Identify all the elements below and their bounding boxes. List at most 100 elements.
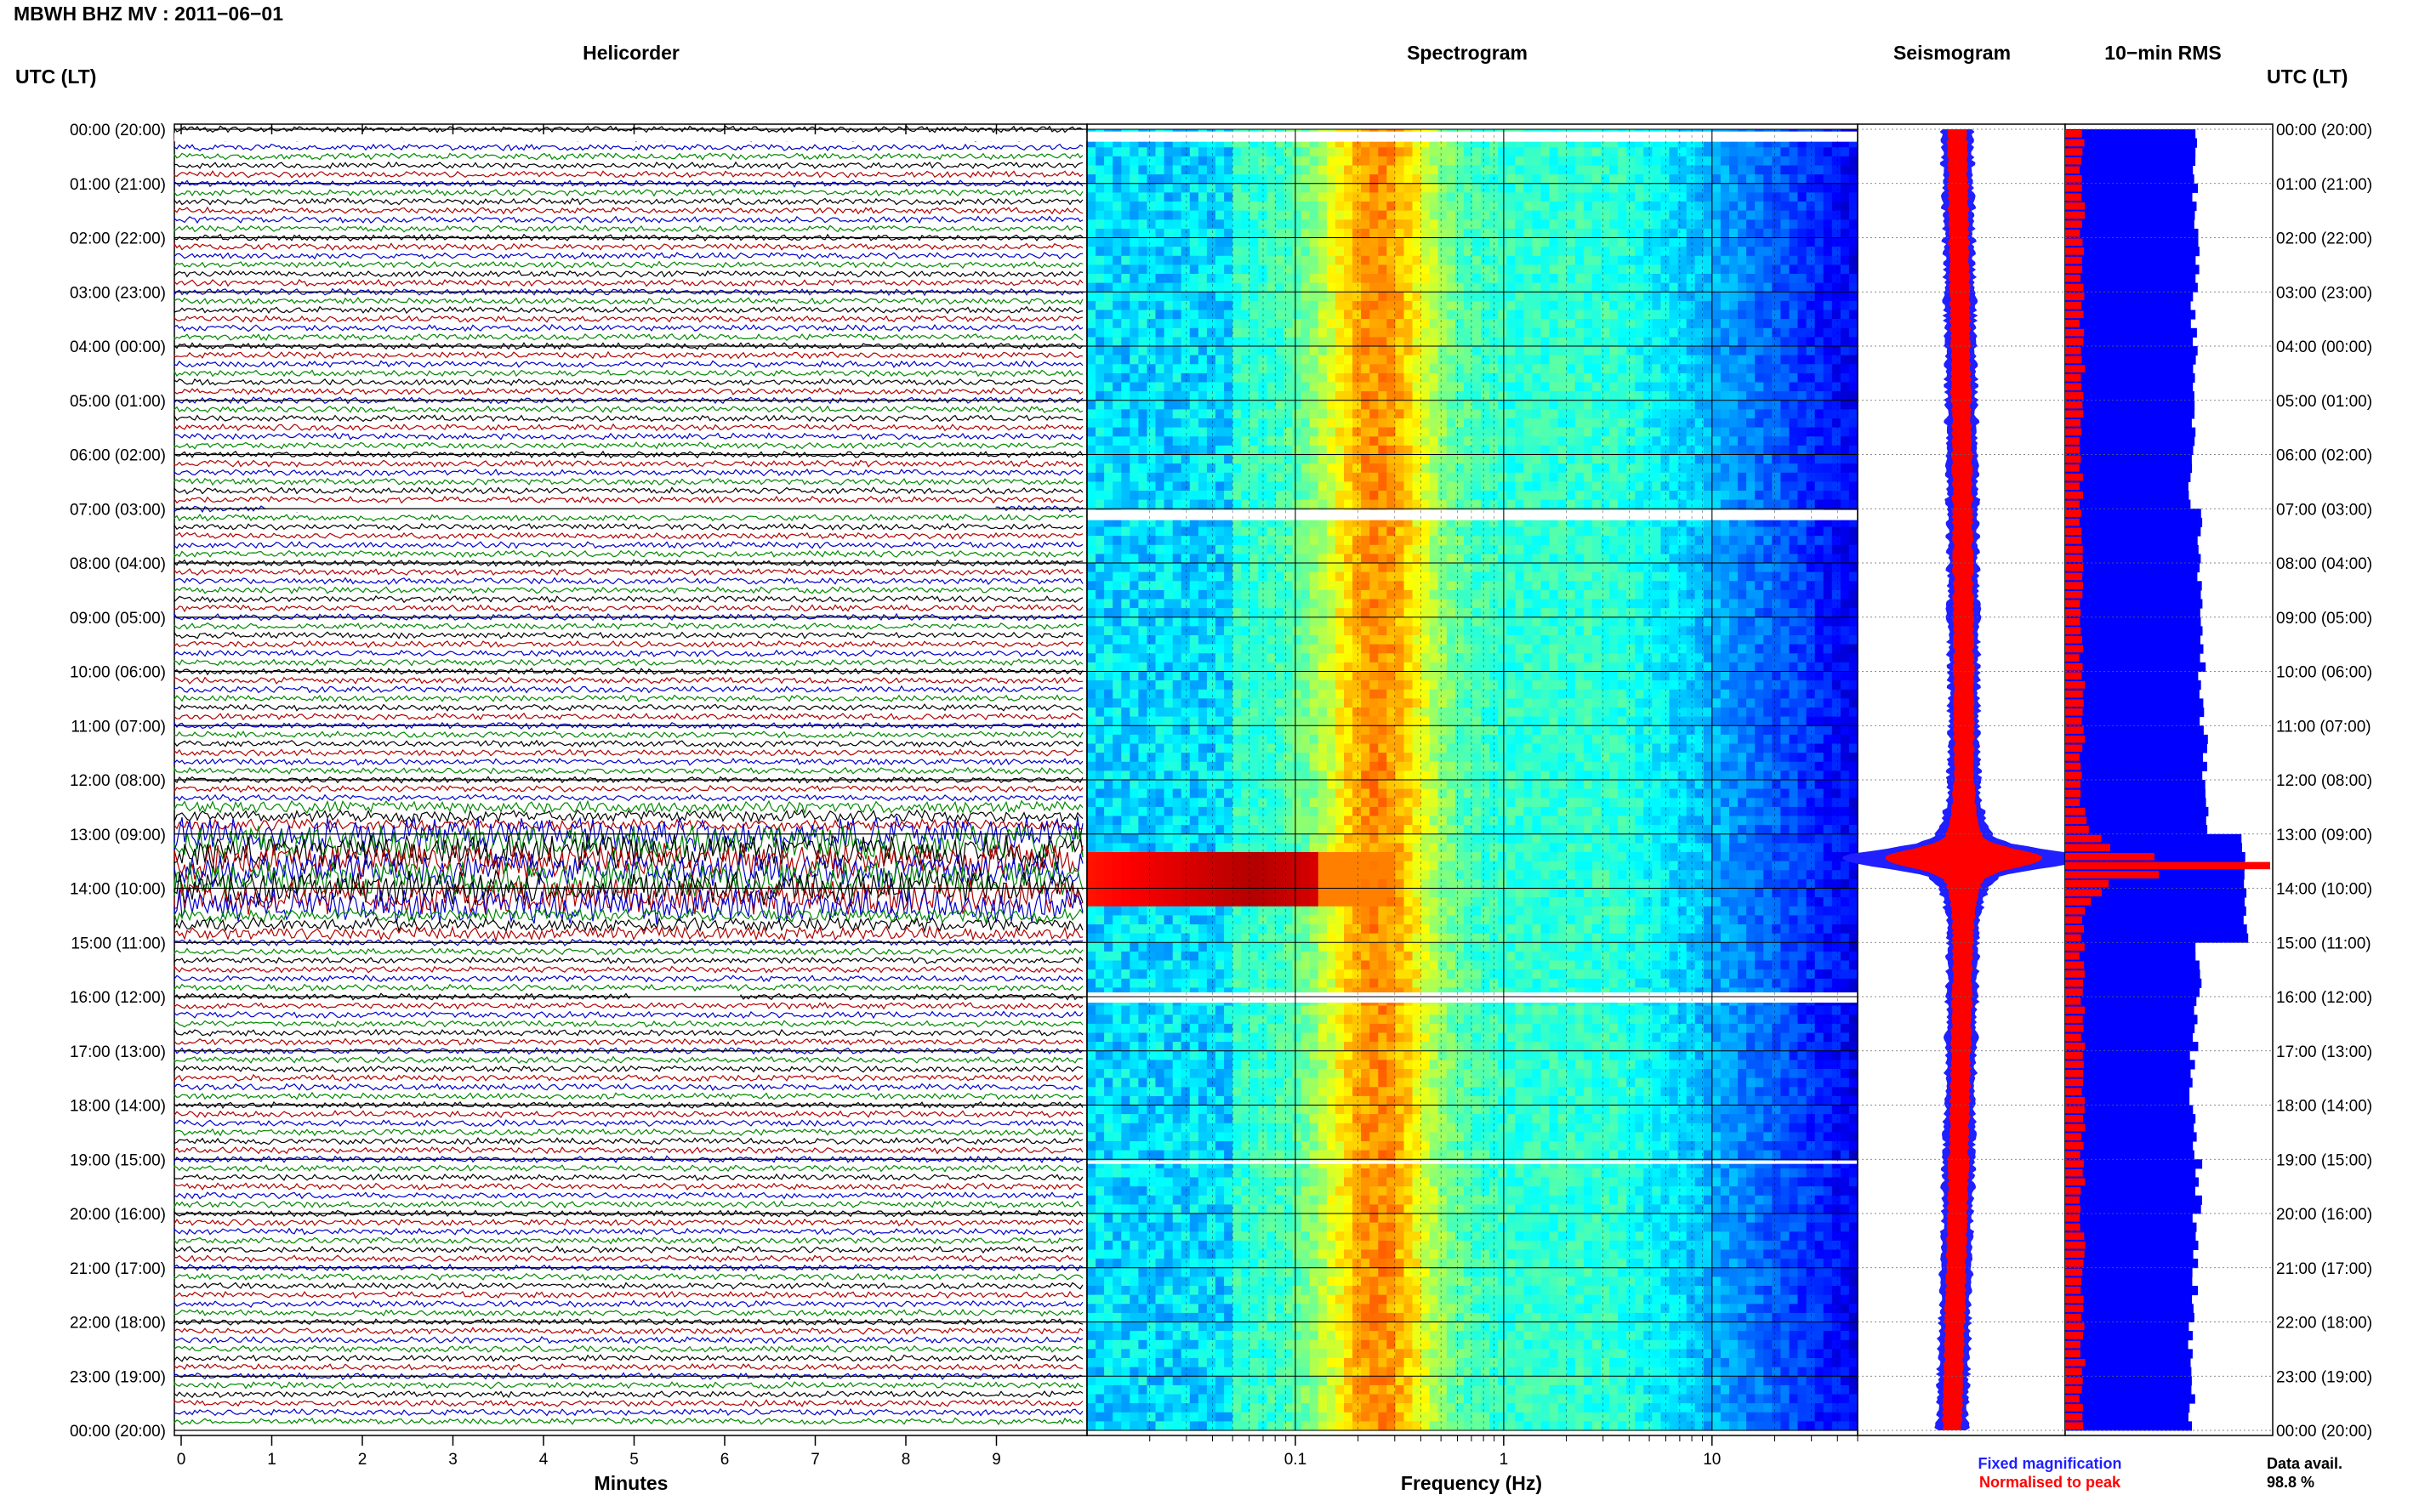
spectrogram-cell xyxy=(1386,382,1396,392)
spectrogram-cell xyxy=(1540,337,1551,347)
spectrogram-cell xyxy=(1283,581,1294,591)
spectrogram-cell xyxy=(1472,346,1482,356)
spectrogram-cell xyxy=(1454,454,1465,464)
spectrogram-cell xyxy=(1532,400,1542,410)
spectrogram-cell xyxy=(1840,165,1850,175)
spectrogram-cell xyxy=(1532,536,1542,546)
spectrogram-cell xyxy=(1429,463,1439,474)
spectrogram-cell xyxy=(1121,138,1130,148)
spectrogram-cell xyxy=(1429,599,1439,609)
spectrogram-cell xyxy=(1635,228,1644,239)
spectrogram-cell xyxy=(1369,571,1379,582)
spectrogram-cell xyxy=(1189,183,1199,193)
spectrogram-cell xyxy=(1172,228,1182,239)
spectrogram-cell xyxy=(1626,202,1636,212)
spectrogram-cell xyxy=(1823,337,1833,347)
spectrogram-cell xyxy=(1506,247,1516,257)
spectrogram-cell xyxy=(1643,274,1653,284)
spectrogram-cell xyxy=(1258,554,1267,564)
spectrogram-cell xyxy=(1566,418,1576,429)
spectrogram-cell xyxy=(1583,219,1593,230)
spectrogram-cell xyxy=(1121,382,1130,392)
spectrogram-cell xyxy=(1164,589,1174,600)
spectrogram-cell xyxy=(1378,274,1387,284)
spectrogram-cell xyxy=(1335,400,1345,410)
spectrogram-cell xyxy=(1848,491,1858,501)
spectrogram-cell xyxy=(1224,319,1233,329)
spectrogram-cell xyxy=(1412,427,1422,437)
spectrogram-cell xyxy=(1823,346,1833,356)
spectrogram-cell xyxy=(1498,372,1507,384)
spectrogram-cell xyxy=(1780,274,1790,284)
spectrogram-cell xyxy=(1198,517,1208,528)
spectrogram-cell xyxy=(1309,264,1319,275)
spectrogram-cell xyxy=(1147,237,1157,247)
spectrogram-cell xyxy=(1412,499,1422,509)
spectrogram-cell xyxy=(1848,183,1858,193)
spectrogram-cell xyxy=(1814,400,1824,410)
spectrogram-cell xyxy=(1618,481,1627,492)
spectrogram-cell xyxy=(1429,409,1439,419)
spectrogram-cell xyxy=(1352,391,1362,401)
spectrogram-cell xyxy=(1635,219,1644,230)
spectrogram-cell xyxy=(1181,517,1191,528)
spectrogram-cell xyxy=(1147,264,1157,275)
spectrogram-cell xyxy=(1489,355,1499,365)
spectrogram-cell xyxy=(1574,364,1585,374)
spectrogram-cell xyxy=(1848,174,1858,185)
spectrogram-cell xyxy=(1720,517,1730,528)
spectrogram-cell xyxy=(1395,517,1405,528)
spectrogram-cell xyxy=(1686,472,1696,482)
spectrogram-cell xyxy=(1181,147,1191,157)
spectrogram-cell xyxy=(1232,418,1242,429)
spectrogram-cell xyxy=(1181,300,1191,311)
spectrogram-cell xyxy=(1147,165,1157,175)
spectrogram-cell xyxy=(1283,310,1294,320)
spectrogram-cell xyxy=(1772,264,1781,275)
spectrogram-cell xyxy=(1138,427,1148,437)
spectrogram-cell xyxy=(1258,463,1267,474)
spectrogram-cell xyxy=(1635,183,1644,193)
spectrogram-cell xyxy=(1454,599,1465,609)
spectrogram-cell xyxy=(1437,472,1448,482)
spectrogram-cell xyxy=(1772,282,1781,293)
helicorder-trace xyxy=(174,1119,1084,1128)
spectrogram-cell xyxy=(1172,372,1182,384)
spectrogram-cell xyxy=(1711,491,1722,501)
spectrogram-cell xyxy=(1848,589,1858,600)
spectrogram-cell xyxy=(1130,282,1139,293)
spectrogram-cell xyxy=(1823,192,1833,202)
spectrogram-cell xyxy=(1369,517,1379,528)
spectrogram-cell xyxy=(1746,264,1756,275)
spectrogram-cell xyxy=(1241,237,1250,247)
spectrogram-cell xyxy=(1532,300,1542,311)
spectrogram-cell xyxy=(1198,310,1208,320)
spectrogram-cell xyxy=(1583,563,1593,573)
spectrogram-cell xyxy=(1403,174,1414,185)
spectrogram-cell xyxy=(1292,355,1302,365)
spectrogram-cell xyxy=(1446,536,1456,546)
spectrogram-cell xyxy=(1292,319,1302,329)
spectrogram-cell xyxy=(1601,183,1610,193)
spectrogram-cell xyxy=(1096,372,1105,384)
spectrogram-cell xyxy=(1583,274,1593,284)
spectrogram-cell xyxy=(1113,192,1122,202)
spectrogram-cell xyxy=(1283,247,1294,257)
spectrogram-cell xyxy=(1848,346,1858,356)
spectrogram-cell xyxy=(1172,156,1182,167)
spectrogram-cell xyxy=(1181,292,1191,302)
spectrogram-cell xyxy=(1198,391,1208,401)
spectrogram-cell xyxy=(1481,292,1490,302)
spectrogram-cell xyxy=(1591,581,1602,591)
spectrogram-cell xyxy=(1403,409,1414,419)
spectrogram-cell xyxy=(1378,491,1387,501)
spectrogram-cell xyxy=(1232,517,1242,528)
spectrogram-cell xyxy=(1806,536,1816,546)
spectrogram-cell xyxy=(1437,147,1448,157)
spectrogram-cell xyxy=(1155,174,1165,185)
spectrogram-cell xyxy=(1096,264,1105,275)
spectrogram-cell xyxy=(1147,517,1157,528)
spectrogram-cell xyxy=(1189,400,1199,410)
spectrogram-cell xyxy=(1772,481,1781,492)
spectrogram-cell xyxy=(1429,427,1439,437)
